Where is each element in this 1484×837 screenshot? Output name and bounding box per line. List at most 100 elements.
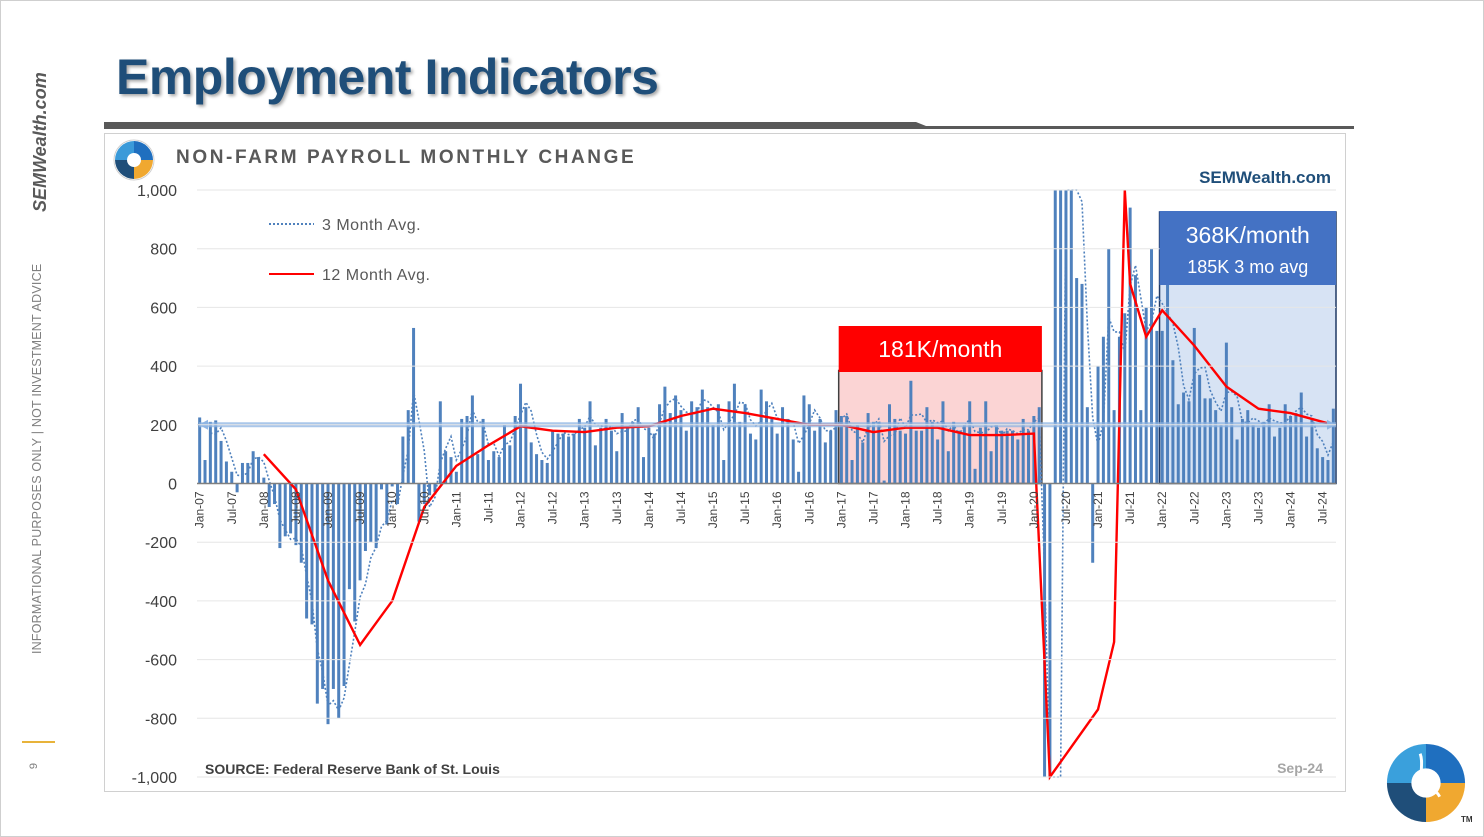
payroll-bar — [813, 430, 817, 484]
x-tick-label: Jan-17 — [834, 491, 848, 528]
payroll-bar — [1251, 424, 1255, 484]
payroll-bar — [952, 421, 956, 484]
payroll-bar — [1021, 418, 1025, 484]
three-month-avg-line — [210, 189, 1335, 778]
payroll-bar — [781, 407, 785, 484]
payroll-bar — [946, 451, 950, 484]
payroll-bar — [513, 415, 517, 484]
payroll-bar — [315, 483, 319, 704]
payroll-bar — [834, 410, 838, 484]
x-tick-label: Jul-23 — [1252, 491, 1266, 524]
payroll-bar — [1128, 207, 1132, 484]
payroll-bar — [1176, 404, 1180, 484]
payroll-bar — [1235, 439, 1239, 484]
payroll-bar — [583, 427, 587, 484]
chart-frame — [104, 133, 1346, 792]
payroll-bar — [898, 430, 902, 484]
payroll-bar — [283, 483, 287, 537]
title-underline — [104, 122, 1354, 129]
payroll-bar — [1053, 190, 1057, 484]
payroll-bar — [353, 483, 357, 622]
x-tick-label: Jan-19 — [963, 491, 977, 528]
payroll-bar — [347, 483, 351, 590]
y-tick-label: 0 — [168, 477, 177, 494]
annotation-box-blue — [1159, 211, 1336, 285]
x-tick-label: Jan-08 — [257, 491, 271, 528]
payroll-bar — [748, 433, 752, 484]
payroll-bar — [727, 401, 731, 484]
y-tick-label: -600 — [145, 653, 177, 670]
payroll-bar — [1219, 424, 1223, 484]
y-tick-label: -200 — [145, 535, 177, 552]
payroll-bar — [625, 427, 629, 484]
payroll-bar — [273, 483, 277, 505]
x-tick-label: Jan-11 — [449, 491, 463, 527]
payroll-bar — [374, 483, 378, 549]
payroll-bar — [957, 430, 961, 484]
y-tick-label: 800 — [150, 242, 177, 259]
x-tick-label: Jul-22 — [1187, 491, 1201, 524]
payroll-bar — [1016, 439, 1020, 484]
payroll-bar — [1283, 404, 1287, 484]
payroll-bar — [1310, 418, 1314, 484]
payroll-bar — [540, 460, 544, 484]
annotations: 181K/month 368K/month 185K 3 mo avg — [838, 211, 1336, 372]
y-tick-label: -800 — [145, 711, 177, 728]
payroll-bar — [1289, 415, 1293, 484]
payroll-bar — [1230, 407, 1234, 484]
payroll-bar — [1278, 427, 1282, 484]
payroll-bar — [326, 483, 330, 725]
payroll-bar — [1101, 336, 1105, 484]
slide-title: Employment Indicators — [116, 49, 659, 105]
chart-title: NON-FARM PAYROLL MONTHLY CHANGE — [176, 147, 636, 168]
payroll-bar — [519, 383, 523, 484]
payroll-bar — [561, 433, 565, 484]
payroll-bar — [294, 483, 298, 546]
annotation-box-red — [838, 326, 1042, 372]
payroll-bar — [369, 483, 373, 543]
payroll-bar — [433, 483, 437, 493]
payroll-bar — [604, 418, 608, 484]
payroll-bar — [1123, 313, 1127, 484]
payroll-bar — [422, 483, 426, 505]
x-tick-label: Jan-14 — [642, 491, 656, 528]
payroll-bar — [1010, 430, 1014, 484]
payroll-bar — [524, 407, 528, 484]
payroll-bar — [695, 407, 699, 484]
payroll-bar — [267, 483, 271, 507]
payroll-bar — [497, 457, 501, 484]
payroll-bar — [994, 424, 998, 484]
payroll-bar — [642, 457, 646, 484]
payroll-bar — [203, 460, 207, 484]
payroll-bar — [278, 483, 282, 549]
payroll-bar — [1037, 407, 1041, 484]
y-tick-label: 400 — [150, 359, 177, 376]
payroll-bar — [310, 483, 314, 625]
payroll-bar — [321, 483, 325, 689]
payroll-bar — [706, 407, 710, 484]
payroll-bar — [1155, 330, 1159, 484]
payroll-bar — [861, 442, 865, 484]
payroll-bar — [305, 483, 309, 619]
payroll-bar — [807, 404, 811, 484]
payroll-bar — [476, 454, 480, 484]
payroll-bar — [668, 413, 672, 484]
payroll-bar — [444, 451, 448, 484]
payroll-bar — [1294, 413, 1298, 484]
payroll-bar — [535, 454, 539, 484]
payroll-bar — [615, 451, 619, 484]
x-tick-label: Jan-09 — [321, 491, 335, 528]
payroll-bar — [1005, 430, 1009, 484]
x-tick-label: Jan-07 — [193, 491, 207, 528]
payroll-bar — [449, 457, 453, 484]
legend-label-3mo: 3 Month Avg. — [322, 217, 421, 234]
y-tick-label: 1,000 — [137, 183, 177, 200]
payroll-bar — [652, 433, 656, 484]
x-tick-label: Jan-16 — [770, 491, 784, 528]
payroll-bar — [920, 430, 924, 484]
payroll-bar — [631, 421, 635, 484]
payroll-bar — [251, 451, 255, 484]
payroll-bar — [754, 439, 758, 484]
x-tick-label: Jan-20 — [1027, 491, 1041, 528]
payroll-bar — [1187, 401, 1191, 484]
